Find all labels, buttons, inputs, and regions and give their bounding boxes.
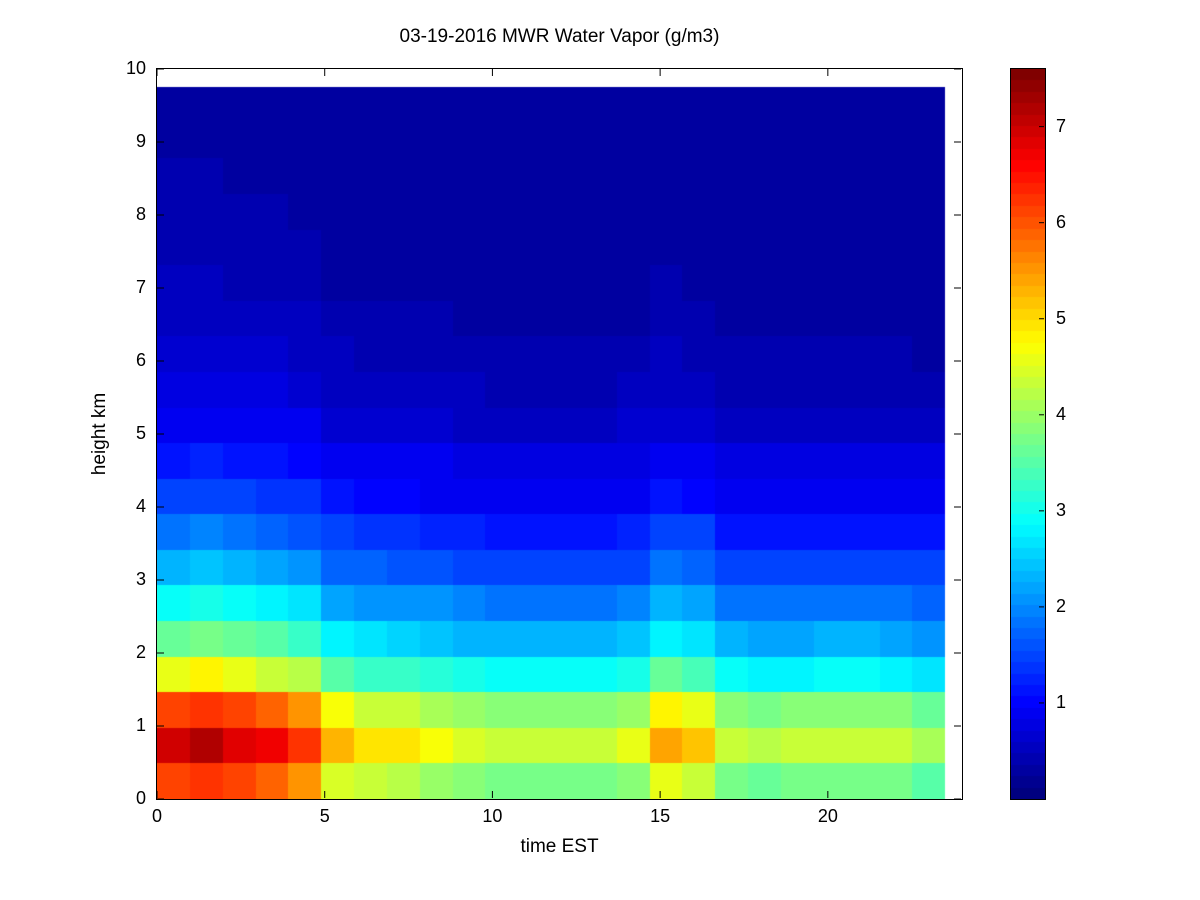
heatmap-canvas (157, 69, 962, 799)
x-axis-label: time EST (520, 836, 599, 857)
x-tick-label: 0 (151, 806, 163, 826)
x-tick-label: 15 (650, 806, 671, 826)
y-tick-label: 5 (135, 423, 146, 444)
x-tick-label: 5 (319, 806, 330, 826)
colorbar-tick-label: 1 (1056, 692, 1067, 713)
colorbar-tick-label: 4 (1056, 403, 1067, 424)
y-tick-label: 0 (135, 788, 146, 809)
x-tick-label: 20 (817, 806, 838, 826)
colorbar-tick-label: 6 (1056, 211, 1067, 232)
y-tick-label: 1 (135, 715, 146, 736)
colorbar-tick-label: 3 (1056, 499, 1067, 520)
x-tick-label: 10 (482, 806, 503, 826)
chart-title: 03-19-2016 MWR Water Vapor (g/m3) (399, 26, 720, 47)
plot-area (156, 68, 963, 800)
y-tick-label: 3 (135, 569, 146, 590)
colorbar-tick-label: 2 (1056, 595, 1067, 616)
colorbar-tick-label: 5 (1056, 307, 1067, 328)
y-tick-label: 10 (125, 58, 146, 79)
y-tick-label: 2 (135, 642, 146, 663)
colorbar-tick-label: 7 (1056, 115, 1067, 136)
y-tick-label: 7 (135, 277, 146, 298)
colorbar-canvas (1011, 69, 1045, 799)
y-tick-label: 9 (135, 131, 146, 152)
y-tick-label: 6 (135, 350, 146, 371)
y-tick-label: 8 (135, 204, 146, 225)
colorbar (1010, 68, 1046, 800)
y-tick-label: 4 (135, 496, 146, 517)
